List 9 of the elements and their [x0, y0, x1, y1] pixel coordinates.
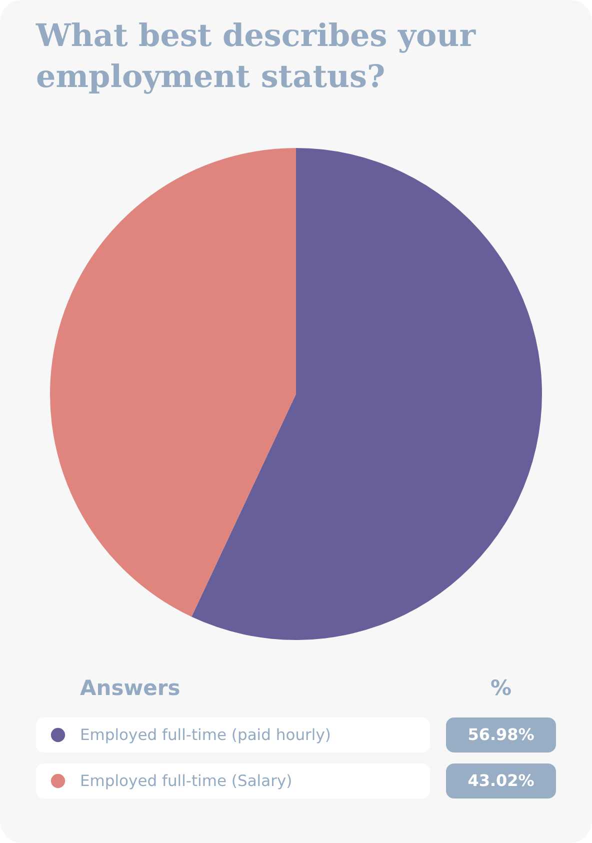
data-label: 43.02% [468, 771, 534, 790]
pie-slice [50, 148, 296, 617]
legend-label: Employed full-time (paid hourly) [80, 726, 331, 744]
pie-slice [192, 148, 542, 640]
legend-label: Employed full-time (Salary) [80, 772, 292, 790]
legend-title: Answers [80, 676, 180, 700]
text: % [490, 676, 512, 700]
data-label: 56.98% [468, 725, 534, 744]
chart-title: What best describes your employment status? [36, 17, 477, 97]
